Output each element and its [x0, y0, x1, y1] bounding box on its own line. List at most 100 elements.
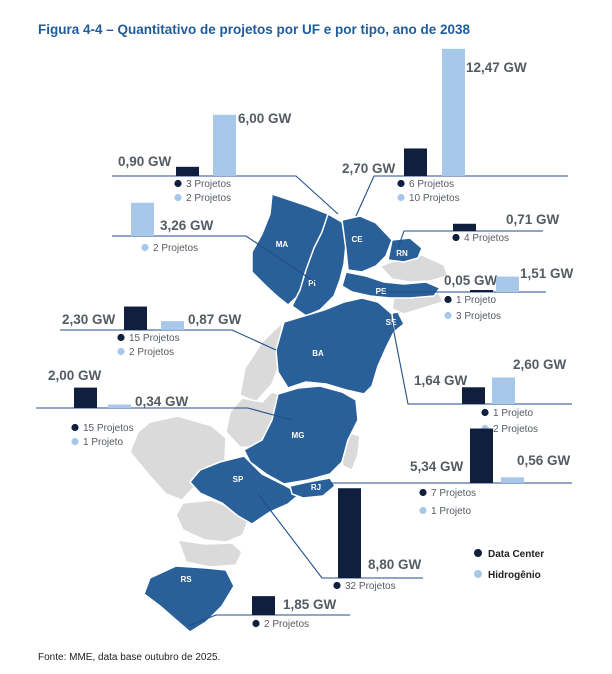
- project-count-rj-hidrogenio: 1 Projeto: [431, 506, 471, 517]
- project-count-ce-hidrogenio: 10 Projetos: [409, 193, 460, 204]
- state-shape-rs: [143, 565, 235, 633]
- value-label-mg-data-center: 2,00 GW: [48, 368, 102, 383]
- state-shape-pr: [175, 499, 249, 543]
- bar-se-data-center: [462, 387, 485, 404]
- bar-pi-hidrogenio: [131, 202, 154, 236]
- project-count-rj-data-center: 7 Projetos: [431, 488, 476, 499]
- state-shape-sc: [177, 539, 243, 568]
- project-count-mg-hidrogenio: 1 Projeto: [83, 437, 123, 448]
- project-count-se-hidrogenio: 2 Projetos: [493, 424, 538, 435]
- value-label-se-data-center: 1,64 GW: [414, 373, 468, 388]
- state-label-mg: MG: [292, 431, 305, 440]
- legend-swatch-hidrogenio: [474, 570, 482, 578]
- legend-label-hidrogenio: Hidrogênio: [488, 570, 541, 581]
- value-label-rs-data-center: 1,85 GW: [283, 597, 337, 612]
- bullet-rs-data-center: [252, 619, 260, 628]
- bullet-ma-data-center: [174, 179, 182, 188]
- bar-mg-hidrogenio: [108, 404, 131, 408]
- state-label-pi: PI: [308, 279, 316, 288]
- value-label-se-hidrogenio: 2,60 GW: [513, 357, 567, 372]
- state-label-rn: RN: [396, 249, 408, 258]
- value-label-ma-data-center: 0,90 GW: [118, 154, 172, 169]
- bar-mg-data-center: [74, 387, 97, 408]
- bar-pe-hidrogenio: [496, 276, 519, 292]
- state-shape-sp: [189, 455, 301, 525]
- value-label-rj-hidrogenio: 0,56 GW: [517, 453, 571, 468]
- value-label-pe-data-center: 0,05 GW: [444, 273, 498, 288]
- project-count-se-data-center: 1 Projeto: [493, 408, 533, 419]
- leader-line-mg: [36, 407, 293, 421]
- brazil-map: [129, 193, 449, 633]
- leader-line-ba: [60, 329, 277, 351]
- bullet-rj-data-center: [419, 488, 427, 497]
- bar-ma-hidrogenio: [213, 114, 236, 176]
- state-shape-ba: [275, 297, 395, 395]
- bullet-pi-hidrogenio: [141, 243, 149, 252]
- value-label-mg-hidrogenio: 0,34 GW: [135, 394, 189, 409]
- project-count-rn-data-center: 4 Projetos: [464, 233, 509, 244]
- project-count-pe-data-center: 1 Projeto: [456, 295, 496, 306]
- bullet-ma-hidrogenio: [174, 193, 182, 202]
- state-label-sp: SP: [233, 475, 244, 484]
- bar-rs-data-center: [252, 596, 275, 615]
- leader-lines: [36, 175, 572, 627]
- value-label-ba-data-center: 2,30 GW: [62, 312, 116, 327]
- bullet-sp-data-center: [333, 581, 341, 590]
- project-count-mg-data-center: 15 Projetos: [83, 423, 134, 434]
- bar-ba-hidrogenio: [161, 321, 184, 330]
- state-shape-ce: [341, 215, 393, 273]
- leader-line-se: [391, 321, 572, 405]
- value-label-pi-hidrogenio: 3,26 GW: [160, 218, 214, 233]
- value-label-ba-hidrogenio: 0,87 GW: [188, 312, 242, 327]
- state-label-ma: MA: [276, 240, 289, 249]
- leader-line-ma: [112, 175, 339, 215]
- source-note: Fonte: MME, data base outubro de 2025.: [38, 652, 221, 663]
- project-count-sp-data-center: 32 Projetos: [345, 581, 396, 592]
- value-label-ce-hidrogenio: 12,47 GW: [466, 60, 527, 75]
- bullet-pe-data-center: [444, 295, 452, 304]
- leader-line-rs: [187, 614, 350, 627]
- value-label-pe-hidrogenio: 1,51 GW: [520, 266, 574, 281]
- project-count-ma-data-center: 3 Projetos: [186, 179, 231, 190]
- project-count-ma-hidrogenio: 2 Projetos: [186, 193, 231, 204]
- bar-rn-data-center: [453, 223, 476, 231]
- bullet-ce-hidrogenio: [397, 193, 405, 202]
- state-label-rj: RJ: [311, 483, 321, 492]
- state-label-rs: RS: [180, 575, 192, 584]
- leader-line-ce: [355, 175, 568, 217]
- bar-se-hidrogenio: [492, 377, 515, 404]
- project-count-ce-data-center: 6 Projetos: [409, 179, 454, 190]
- project-count-pi-hidrogenio: 2 Projetos: [153, 243, 198, 254]
- leader-line-rn: [397, 230, 543, 249]
- state-label-se: SE: [386, 318, 397, 327]
- bar-ma-data-center: [176, 166, 199, 176]
- project-count-ba-data-center: 15 Projetos: [129, 333, 180, 344]
- bar-rj-hidrogenio: [501, 477, 524, 483]
- state-shape-mg: [243, 385, 359, 485]
- value-label-ce-data-center: 2,70 GW: [342, 161, 396, 176]
- value-label-rj-data-center: 5,34 GW: [410, 459, 464, 474]
- bar-sp-data-center: [338, 488, 361, 578]
- value-label-sp-data-center: 8,80 GW: [368, 557, 422, 572]
- state-label-ce: CE: [351, 235, 363, 244]
- legend: Data Center Hidrogênio: [474, 549, 544, 581]
- value-label-rn-data-center: 0,71 GW: [506, 212, 560, 227]
- bar-ba-data-center: [124, 306, 147, 330]
- state-shape-to: [239, 322, 283, 403]
- project-count-ba-hidrogenio: 2 Projetos: [129, 347, 174, 358]
- chart-marks: 0,90 GW 6,00 GW 3 Projetos 2 Projetos 3,26 G…: [48, 48, 574, 630]
- project-count-rs-data-center: 2 Projetos: [264, 619, 309, 630]
- bar-pe-data-center: [470, 290, 493, 292]
- state-label-ba: BA: [312, 349, 324, 358]
- bullet-ce-data-center: [397, 179, 405, 188]
- value-label-ma-hidrogenio: 6,00 GW: [238, 111, 292, 126]
- bar-rj-data-center: [470, 428, 493, 483]
- bullet-rj-hidrogenio: [419, 506, 427, 515]
- bullet-mg-hidrogenio: [71, 437, 79, 446]
- bullet-ba-data-center: [117, 333, 125, 342]
- bullet-pe-hidrogenio: [444, 311, 452, 320]
- state-shape-rj: [289, 477, 336, 499]
- state-shape-rn: [387, 237, 423, 263]
- leader-line-pi: [112, 235, 319, 285]
